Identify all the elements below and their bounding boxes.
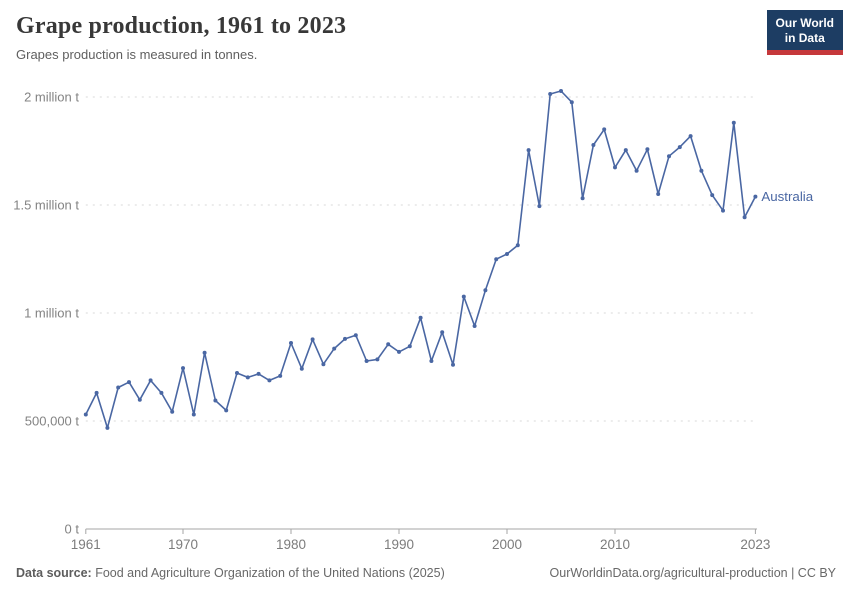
data-point[interactable] [667, 154, 671, 159]
data-point[interactable] [602, 127, 607, 132]
x-tick-label: 2023 [740, 537, 770, 552]
data-point[interactable] [742, 215, 747, 220]
data-point[interactable] [267, 378, 272, 383]
data-point[interactable] [753, 194, 758, 199]
y-tick-label: 0 t [65, 522, 80, 537]
data-point[interactable] [332, 346, 337, 351]
owid-logo: Our World in Data [766, 10, 843, 55]
data-line-australia[interactable] [85, 90, 757, 429]
data-point[interactable] [688, 134, 693, 139]
data-point[interactable] [213, 398, 218, 403]
data-point[interactable] [137, 397, 142, 402]
data-point[interactable] [407, 344, 412, 349]
data-point[interactable] [494, 257, 499, 262]
data-point[interactable] [321, 362, 326, 367]
data-point[interactable] [256, 371, 261, 376]
owid-logo-line2: in Data [784, 31, 825, 45]
data-point[interactable] [191, 412, 196, 417]
credit-link[interactable]: OurWorldinData.org/agricultural-producti… [549, 566, 836, 580]
data-point[interactable] [461, 294, 466, 299]
data-point[interactable] [127, 380, 131, 385]
data-point[interactable] [202, 350, 207, 355]
data-point[interactable] [181, 366, 185, 371]
data-point[interactable] [235, 371, 239, 375]
owid-logo-line1: Our World [775, 16, 834, 30]
data-point[interactable] [418, 315, 423, 320]
data-point[interactable] [278, 373, 283, 378]
data-point[interactable] [710, 193, 715, 198]
x-tick-label: 1961 [71, 537, 101, 552]
data-point[interactable] [731, 120, 736, 125]
data-point[interactable] [569, 100, 574, 105]
data-point[interactable] [364, 359, 369, 363]
data-point[interactable] [634, 168, 639, 173]
data-point[interactable] [472, 324, 477, 328]
y-tick-label: 2 million t [24, 90, 79, 105]
data-point[interactable] [623, 148, 628, 153]
data-point[interactable] [386, 342, 391, 347]
data-source: Data source: Food and Agriculture Organi… [16, 566, 445, 580]
data-point[interactable] [699, 168, 704, 173]
x-tick-label: 1980 [276, 537, 306, 552]
data-point[interactable] [299, 366, 304, 371]
x-tick-label: 2000 [492, 537, 522, 552]
data-point[interactable] [105, 425, 110, 430]
data-point[interactable] [451, 362, 455, 367]
data-point[interactable] [656, 192, 661, 196]
data-point[interactable] [289, 341, 293, 345]
page-title: Grape production, 1961 to 2023 [16, 13, 347, 39]
data-point[interactable] [677, 145, 682, 150]
data-point[interactable] [159, 390, 164, 395]
data-point[interactable] [343, 336, 347, 341]
y-tick-label: 1 million t [24, 306, 79, 321]
data-point[interactable] [375, 357, 380, 362]
data-point[interactable] [397, 349, 401, 354]
y-tick-label: 500,000 t [25, 414, 80, 429]
data-point[interactable] [353, 333, 358, 338]
x-tick-label: 2010 [600, 537, 630, 552]
data-point[interactable] [559, 89, 563, 93]
data-point[interactable] [483, 288, 488, 293]
data-point[interactable] [515, 243, 520, 248]
data-point[interactable] [94, 390, 99, 395]
chart-subtitle: Grapes production is measured in tonnes. [16, 47, 258, 62]
y-tick-label: 1.5 million t [13, 198, 79, 213]
data-point[interactable] [548, 92, 553, 96]
data-source-label: Data source: [16, 566, 92, 580]
data-point[interactable] [440, 330, 445, 335]
data-point[interactable] [83, 412, 88, 417]
data-point[interactable] [613, 165, 617, 170]
data-point[interactable] [537, 204, 542, 209]
data-source-text: Food and Agriculture Organization of the… [95, 566, 445, 580]
x-tick-label: 1990 [384, 537, 414, 552]
x-tick-label: 1970 [168, 537, 198, 552]
chart-footer: Data source: Food and Agriculture Organi… [16, 566, 836, 580]
data-point[interactable] [645, 147, 650, 152]
data-point[interactable] [721, 208, 725, 213]
series-label-australia[interactable]: Australia [761, 189, 813, 204]
data-point[interactable] [148, 378, 153, 383]
data-point[interactable] [526, 148, 531, 153]
data-point[interactable] [224, 408, 229, 413]
data-point[interactable] [429, 359, 434, 363]
data-point[interactable] [310, 337, 315, 342]
data-point[interactable] [580, 196, 585, 201]
data-point[interactable] [505, 252, 509, 256]
data-point[interactable] [591, 143, 596, 147]
data-point[interactable] [116, 385, 121, 390]
data-point[interactable] [245, 375, 250, 380]
data-point[interactable] [170, 409, 175, 414]
